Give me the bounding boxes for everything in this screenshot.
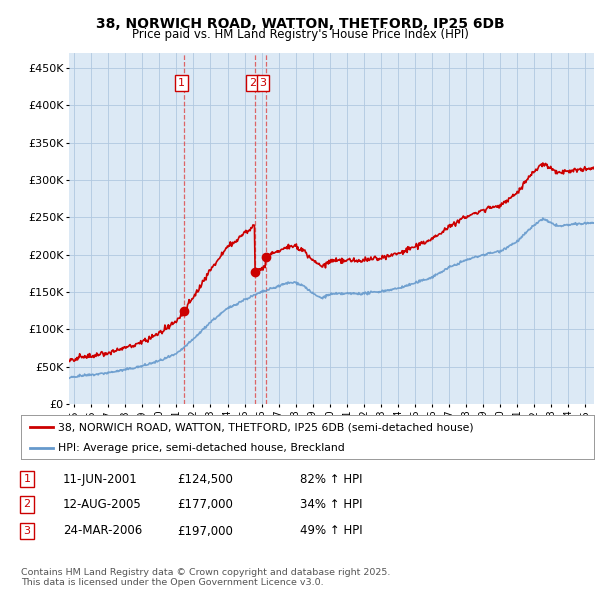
Text: HPI: Average price, semi-detached house, Breckland: HPI: Average price, semi-detached house,… (58, 443, 345, 453)
Text: 34% ↑ HPI: 34% ↑ HPI (300, 498, 362, 511)
Text: £177,000: £177,000 (177, 498, 233, 511)
Text: 3: 3 (259, 78, 266, 88)
Text: 49% ↑ HPI: 49% ↑ HPI (300, 525, 362, 537)
Text: 38, NORWICH ROAD, WATTON, THETFORD, IP25 6DB (semi-detached house): 38, NORWICH ROAD, WATTON, THETFORD, IP25… (58, 422, 474, 432)
Text: £124,500: £124,500 (177, 473, 233, 486)
Text: 24-MAR-2006: 24-MAR-2006 (63, 525, 142, 537)
Text: 1: 1 (178, 78, 185, 88)
Text: Contains HM Land Registry data © Crown copyright and database right 2025.
This d: Contains HM Land Registry data © Crown c… (21, 568, 391, 587)
Text: 1: 1 (23, 474, 31, 484)
Text: £197,000: £197,000 (177, 525, 233, 537)
Text: 12-AUG-2005: 12-AUG-2005 (63, 498, 142, 511)
Text: 38, NORWICH ROAD, WATTON, THETFORD, IP25 6DB: 38, NORWICH ROAD, WATTON, THETFORD, IP25… (95, 17, 505, 31)
Text: Price paid vs. HM Land Registry's House Price Index (HPI): Price paid vs. HM Land Registry's House … (131, 28, 469, 41)
Text: 2: 2 (23, 500, 31, 509)
Text: 11-JUN-2001: 11-JUN-2001 (63, 473, 138, 486)
Text: 82% ↑ HPI: 82% ↑ HPI (300, 473, 362, 486)
Text: 3: 3 (23, 526, 31, 536)
Text: 2: 2 (249, 78, 256, 88)
